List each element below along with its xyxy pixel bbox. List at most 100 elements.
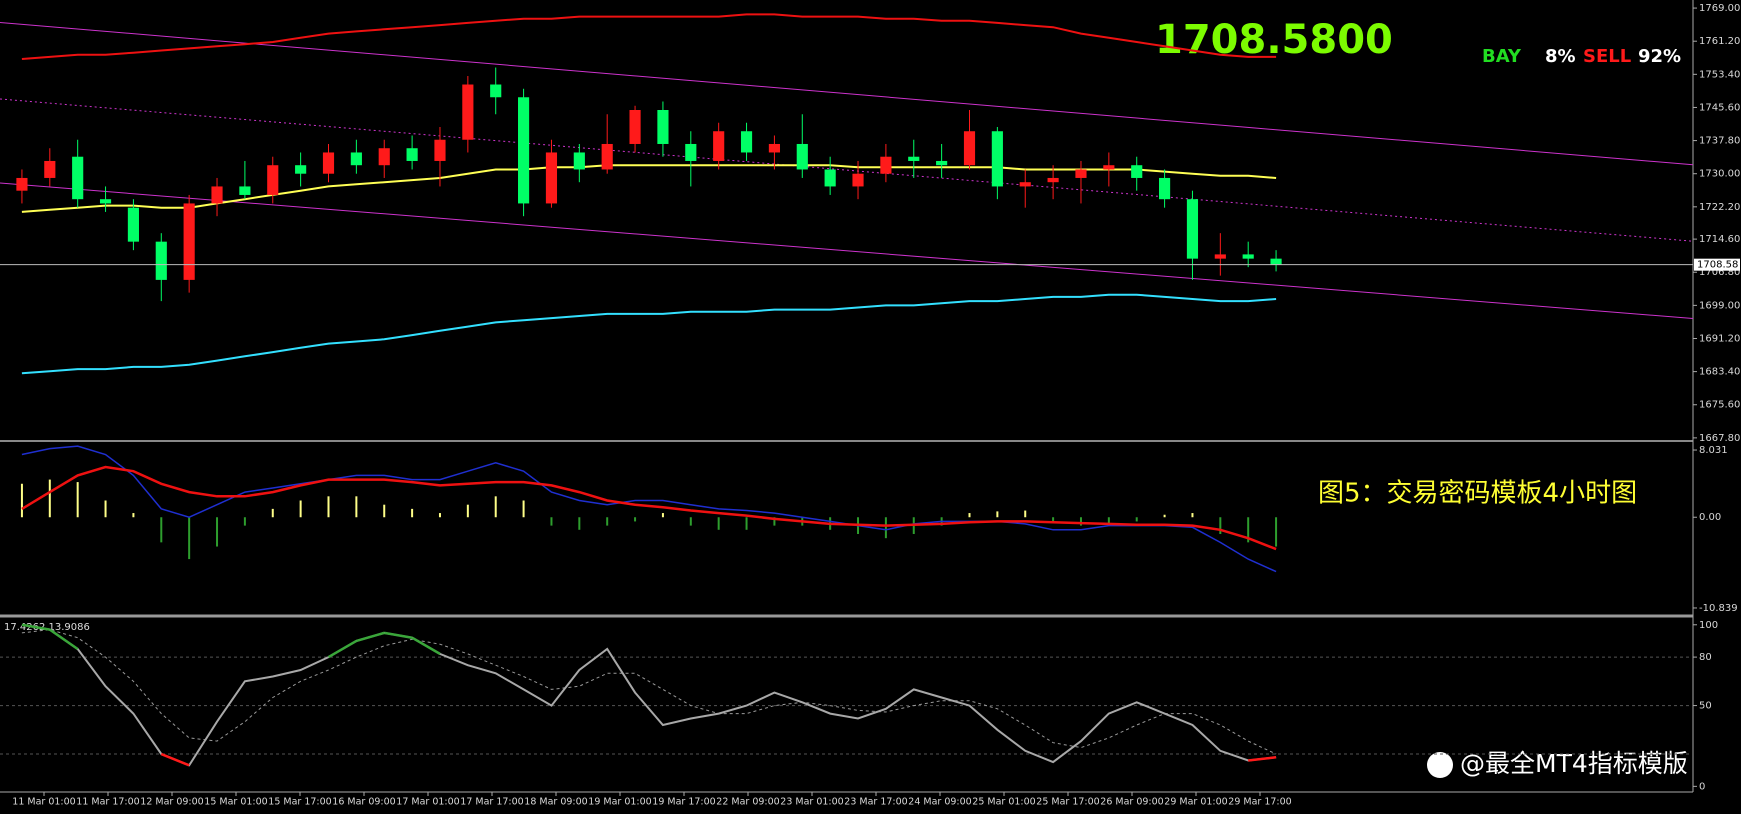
sell-label: SELL (1583, 46, 1631, 67)
stochastic-zone-segment (411, 636, 441, 655)
stochastic-zone-segment (1248, 756, 1277, 762)
candle-body (1270, 258, 1282, 265)
x-tick-label: 12 Mar 09:00 (140, 797, 203, 808)
indicator-line (21, 13, 1277, 60)
y-tick-label: 1675.60 (1699, 400, 1740, 411)
candle-body (908, 156, 920, 161)
bay-percent: 8% (1545, 46, 1576, 67)
stochastic-zone-segment (327, 639, 357, 659)
candle-body (239, 186, 251, 195)
candle-body (685, 143, 697, 161)
signal-line (21, 465, 1277, 551)
candle-body (183, 203, 195, 280)
candle-body (99, 199, 112, 204)
big-price: 1708.5800 (1155, 17, 1393, 63)
stochastic-header: 17.4262 13.9086 (4, 622, 90, 633)
y-tick-label: 1753.40 (1699, 69, 1740, 80)
watermark-icon (1427, 752, 1453, 778)
candle-body (1131, 165, 1143, 178)
x-tick-label: 23 Mar 17:00 (844, 797, 907, 808)
candle-body (601, 143, 613, 170)
y-tick-label: 1683.40 (1699, 367, 1740, 378)
stochastic-line (21, 623, 1277, 767)
candle-body (629, 110, 641, 144)
candle-body (1186, 199, 1199, 259)
y-tick-label: 1699.00 (1699, 300, 1740, 311)
candle-body (155, 241, 167, 280)
candle-body (350, 152, 362, 166)
y-tick-label: 80 (1699, 652, 1712, 663)
x-tick-label: 16 Mar 09:00 (332, 797, 395, 808)
price-box (1694, 258, 1740, 271)
candle-body (963, 131, 976, 166)
candle-body (322, 152, 335, 174)
candle-body (1242, 254, 1254, 259)
watermark: @最全MT4指标模版 (1460, 749, 1688, 778)
y-tick-label: -10.839 (1699, 603, 1738, 614)
stochastic-zone-segment (384, 631, 413, 639)
candle-body (824, 169, 836, 187)
candle-body (852, 173, 864, 187)
candle-body (518, 97, 530, 204)
x-tick-label: 24 Mar 09:00 (908, 797, 971, 808)
y-tick-label: 0.00 (1699, 512, 1721, 523)
y-tick-label: 50 (1699, 701, 1712, 712)
x-tick-label: 15 Mar 01:00 (204, 797, 267, 808)
y-tick-label: 100 (1699, 620, 1718, 631)
candle-body (657, 110, 669, 144)
price-box-label: 1708.58 (1697, 260, 1738, 271)
x-tick-label: 25 Mar 17:00 (1036, 797, 1099, 808)
candle-body (936, 160, 948, 166)
candle-body (545, 152, 558, 204)
y-tick-label: 1737.80 (1699, 136, 1740, 147)
channel-line (0, 98, 1694, 242)
candle-body (267, 165, 279, 195)
candle-body (796, 143, 808, 170)
bay-label: BAY (1482, 46, 1522, 67)
stochastic-zone-segment (21, 623, 51, 631)
stochastic-zone-segment (160, 752, 190, 767)
caption: 图5：交易密码模板4小时图 (1318, 479, 1637, 509)
x-tick-label: 23 Mar 01:00 (780, 797, 843, 808)
candle-body (378, 148, 390, 166)
candle-body (1019, 182, 1031, 187)
x-tick-label: 19 Mar 01:00 (588, 797, 651, 808)
candle-body (462, 84, 474, 140)
channel-line (0, 182, 1694, 320)
x-tick-label: 29 Mar 01:00 (1164, 797, 1227, 808)
x-tick-label: 25 Mar 01:00 (972, 797, 1035, 808)
y-tick-label: 1691.20 (1699, 333, 1740, 344)
stochastic-zone-segment (356, 631, 385, 643)
candle-body (713, 131, 725, 161)
y-tick-label: 1722.20 (1699, 202, 1740, 213)
candle-body (72, 156, 84, 200)
candle-body (1047, 177, 1059, 183)
y-tick-label: 1769.00 (1699, 3, 1740, 14)
candle-body (573, 152, 585, 170)
candle-body (1159, 177, 1171, 200)
stochastic-zone-segment (49, 628, 79, 651)
stochastic-line (21, 629, 1277, 755)
y-tick-label: 1667.80 (1699, 433, 1740, 444)
candle-body (991, 131, 1003, 187)
x-tick-label: 19 Mar 17:00 (652, 797, 715, 808)
x-tick-label: 17 Mar 01:00 (396, 797, 459, 808)
x-tick-label: 11 Mar 01:00 (12, 797, 75, 808)
candle-body (295, 165, 307, 174)
x-tick-label: 29 Mar 17:00 (1228, 797, 1291, 808)
candle-body (16, 177, 28, 191)
x-tick-label: 26 Mar 09:00 (1100, 797, 1163, 808)
candle-body (740, 131, 753, 153)
x-tick-label: 15 Mar 17:00 (268, 797, 331, 808)
candle-body (1214, 254, 1226, 259)
y-tick-label: 1761.20 (1699, 36, 1740, 47)
candle-body (434, 139, 446, 161)
candle-body (127, 207, 139, 242)
x-tick-label: 11 Mar 17:00 (76, 797, 139, 808)
candle-body (1103, 165, 1115, 170)
indicator-line (21, 293, 1277, 375)
y-tick-label: 1714.60 (1699, 234, 1740, 245)
candle-body (406, 148, 418, 161)
